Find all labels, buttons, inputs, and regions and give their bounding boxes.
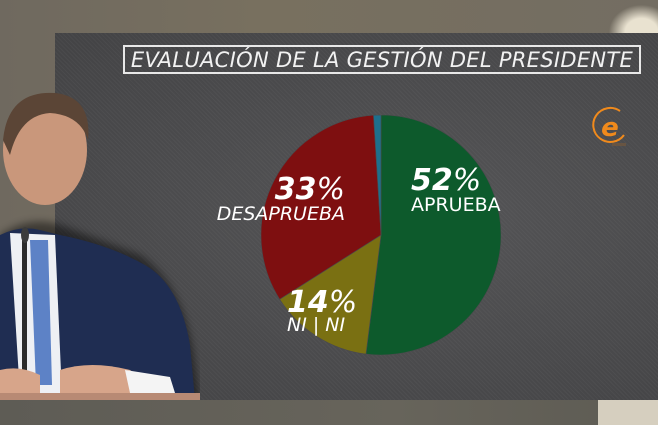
desaprueba-percent: 33: [274, 172, 317, 207]
label-aprueba: 52% APRUEBA: [411, 163, 501, 216]
slice-ns-nc: [373, 115, 382, 236]
svg-text:e: e: [601, 113, 619, 143]
slice-ni-ni: [279, 234, 382, 355]
percent-sign: %: [328, 285, 358, 320]
president-photo: [0, 92, 200, 400]
slice-desaprueba: [261, 115, 382, 300]
desaprueba-name: DESAPRUEBA: [216, 203, 345, 225]
e-logo-icon: e: [592, 106, 626, 146]
percent-sign: %: [452, 163, 482, 198]
ni-ni-name: NI | NI: [287, 314, 346, 336]
percent-sign: %: [316, 172, 345, 207]
aprueba-percent: 52: [411, 163, 453, 198]
slice-aprueba: [365, 115, 501, 355]
ni-ni-percent: 14: [287, 285, 329, 320]
background-floor: [0, 400, 658, 425]
background-light: [598, 400, 658, 425]
pie-chart: [261, 115, 501, 355]
label-ni-ni: 14% NI | NI: [287, 285, 357, 336]
chart-title: EVALUACIÓN DE LA GESTIÓN DEL PRESIDENTE: [130, 47, 634, 72]
title-box: EVALUACIÓN DE LA GESTIÓN DEL PRESIDENTE: [123, 45, 641, 74]
aprueba-name: APRUEBA: [411, 194, 501, 216]
label-desaprueba: 33% DESAPRUEBA: [205, 172, 345, 225]
